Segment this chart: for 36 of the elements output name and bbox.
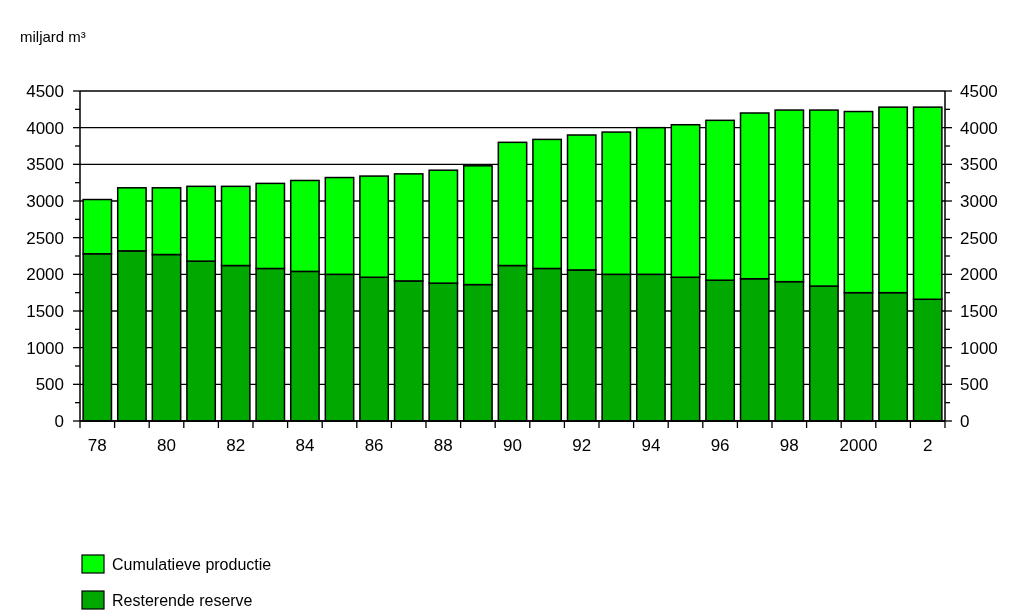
y2-tick-label: 2500 xyxy=(960,228,998,248)
y-tick-label: 2500 xyxy=(26,228,64,248)
y2-tick-label: 500 xyxy=(960,375,989,395)
x-tick-label: 84 xyxy=(295,436,315,455)
x-tick-label: 98 xyxy=(779,436,799,455)
y2-tick-label: 2000 xyxy=(960,265,998,285)
y-tick-label: 500 xyxy=(35,375,64,395)
y-tick-label: 3000 xyxy=(26,191,64,211)
y2-tick-label: 3500 xyxy=(960,155,998,175)
y-tick-label: 1500 xyxy=(26,301,64,321)
x-tick-label: 96 xyxy=(710,436,730,455)
y-tick-label: 1000 xyxy=(26,338,64,358)
y2-tick-label: 0 xyxy=(960,411,970,431)
y2-tick-label: 4000 xyxy=(960,118,998,138)
y2-tick-label: 1500 xyxy=(960,301,998,321)
x-tick-label: 88 xyxy=(433,436,453,455)
x-tick-label: 2000 xyxy=(839,436,878,455)
legend-label: Resterende reserve xyxy=(112,591,253,609)
y2-tick-label: 4500 xyxy=(960,81,998,101)
y-tick-label: 3500 xyxy=(26,155,64,175)
legend-label: Cumulatieve productie xyxy=(112,555,272,573)
x-tick-label: 2 xyxy=(922,436,933,455)
x-tick-label: 94 xyxy=(641,436,661,455)
y-axis-title: miljard m³ xyxy=(20,28,86,45)
y-tick-label: 4500 xyxy=(26,81,64,101)
x-tick-label: 80 xyxy=(157,436,176,455)
y2-tick-label: 3000 xyxy=(960,191,998,211)
x-tick-label: 86 xyxy=(364,436,384,455)
y-tick-label: 4000 xyxy=(26,118,64,138)
y-tick-label: 2000 xyxy=(26,265,64,285)
x-tick-label: 82 xyxy=(226,436,246,455)
x-tick-label: 90 xyxy=(503,436,522,455)
y-tick-label: 0 xyxy=(54,411,64,431)
x-tick-label: 92 xyxy=(572,436,592,455)
y2-tick-label: 1000 xyxy=(960,338,998,358)
x-tick-label: 78 xyxy=(87,436,107,455)
